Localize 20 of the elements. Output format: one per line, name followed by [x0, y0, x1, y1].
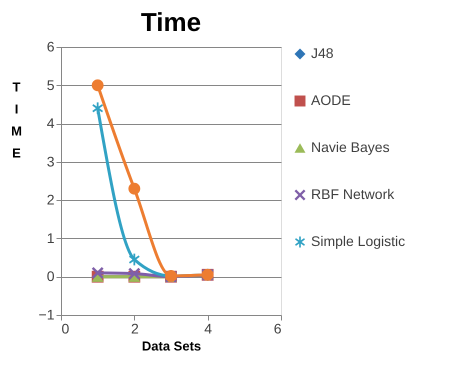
- y-tick-label: 2: [46, 192, 55, 208]
- x-tick-label: 4: [204, 320, 212, 336]
- y-tick-label: 0: [46, 268, 55, 284]
- y-tick-label: 3: [46, 153, 55, 170]
- legend-label: RBF Network: [311, 186, 396, 202]
- y-tick-label: 4: [46, 115, 55, 132]
- x-tick-label: 2: [130, 320, 139, 336]
- x-axis-title: Data Sets: [142, 338, 202, 354]
- x-tick-label: 0: [62, 320, 70, 336]
- legend-label: J48: [311, 45, 334, 61]
- y-tick-label: 6: [46, 38, 55, 54]
- y-tick-label: 5: [46, 76, 55, 93]
- legend-label: Navie Bayes: [311, 139, 390, 155]
- y-tick-label: 1: [46, 230, 55, 246]
- legend-label: Simple Logistic: [311, 233, 406, 249]
- x-tick-label: 6: [274, 320, 282, 336]
- chart-title: Time: [140, 7, 202, 37]
- legend-label: AODE: [311, 92, 351, 108]
- y-axis-title: TIME: [11, 80, 22, 160]
- y-tick-label: −1: [38, 306, 55, 322]
